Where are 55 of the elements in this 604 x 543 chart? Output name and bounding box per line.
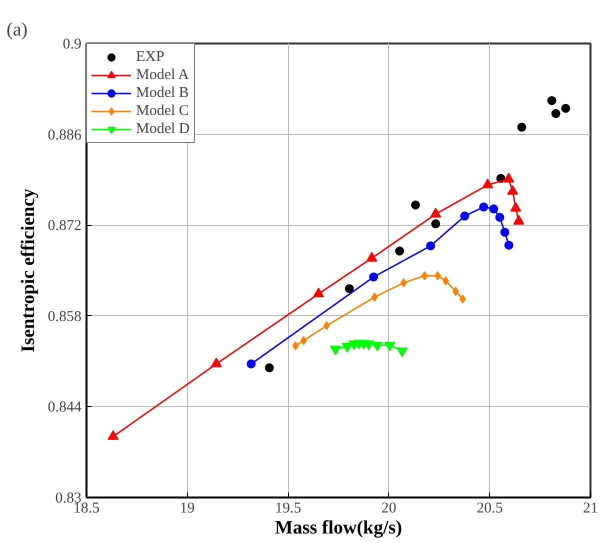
point — [561, 104, 570, 113]
x-tick-label: 20 — [381, 500, 396, 516]
point — [323, 321, 330, 330]
point — [482, 178, 494, 188]
point — [489, 204, 498, 214]
y-tick-label: 0.858 — [48, 308, 82, 325]
point — [396, 348, 408, 358]
y-tick-label: 0.886 — [48, 127, 82, 144]
point — [430, 208, 442, 218]
point — [300, 336, 307, 346]
point — [479, 202, 488, 212]
legend-label: Model C — [136, 102, 189, 120]
point — [344, 284, 354, 294]
point — [369, 272, 378, 282]
point — [431, 219, 440, 228]
point — [426, 241, 436, 250]
y-tick-label: 0.844 — [48, 400, 82, 416]
point — [500, 228, 510, 237]
x-axis-title: Mass flow(kg/s) — [274, 518, 402, 538]
point — [460, 212, 470, 221]
y-tick-label: 0.872 — [48, 218, 82, 234]
point — [292, 341, 299, 350]
point — [504, 240, 514, 250]
point — [371, 292, 378, 302]
x-tick-label: 21 — [583, 500, 598, 516]
point — [264, 363, 274, 372]
point — [372, 342, 383, 352]
point — [246, 359, 256, 368]
point — [395, 246, 404, 256]
x-tick-label: 19 — [180, 500, 195, 516]
point — [366, 252, 378, 262]
point — [551, 109, 560, 118]
y-axis-title: Isentropic efficiency — [18, 188, 39, 352]
point — [384, 342, 396, 352]
point — [452, 286, 459, 296]
point — [503, 172, 514, 182]
y-tick-label: 0.9 — [62, 36, 82, 52]
point — [342, 342, 353, 353]
point — [411, 200, 420, 210]
x-tick-label: 20.5 — [476, 500, 503, 516]
point — [495, 212, 504, 222]
point — [330, 346, 341, 356]
legend-label: Model A — [136, 66, 189, 84]
point — [507, 185, 518, 195]
point — [421, 271, 428, 280]
point — [517, 122, 526, 132]
legend-label: Model D — [136, 120, 190, 138]
point — [510, 202, 522, 212]
legend-label: Model B — [136, 84, 189, 102]
x-tick-label: 19.5 — [274, 500, 302, 516]
point — [513, 214, 524, 225]
legend-label: EXP — [136, 48, 164, 66]
point — [547, 96, 556, 106]
text: (a) — [6, 20, 28, 40]
point — [400, 278, 407, 288]
